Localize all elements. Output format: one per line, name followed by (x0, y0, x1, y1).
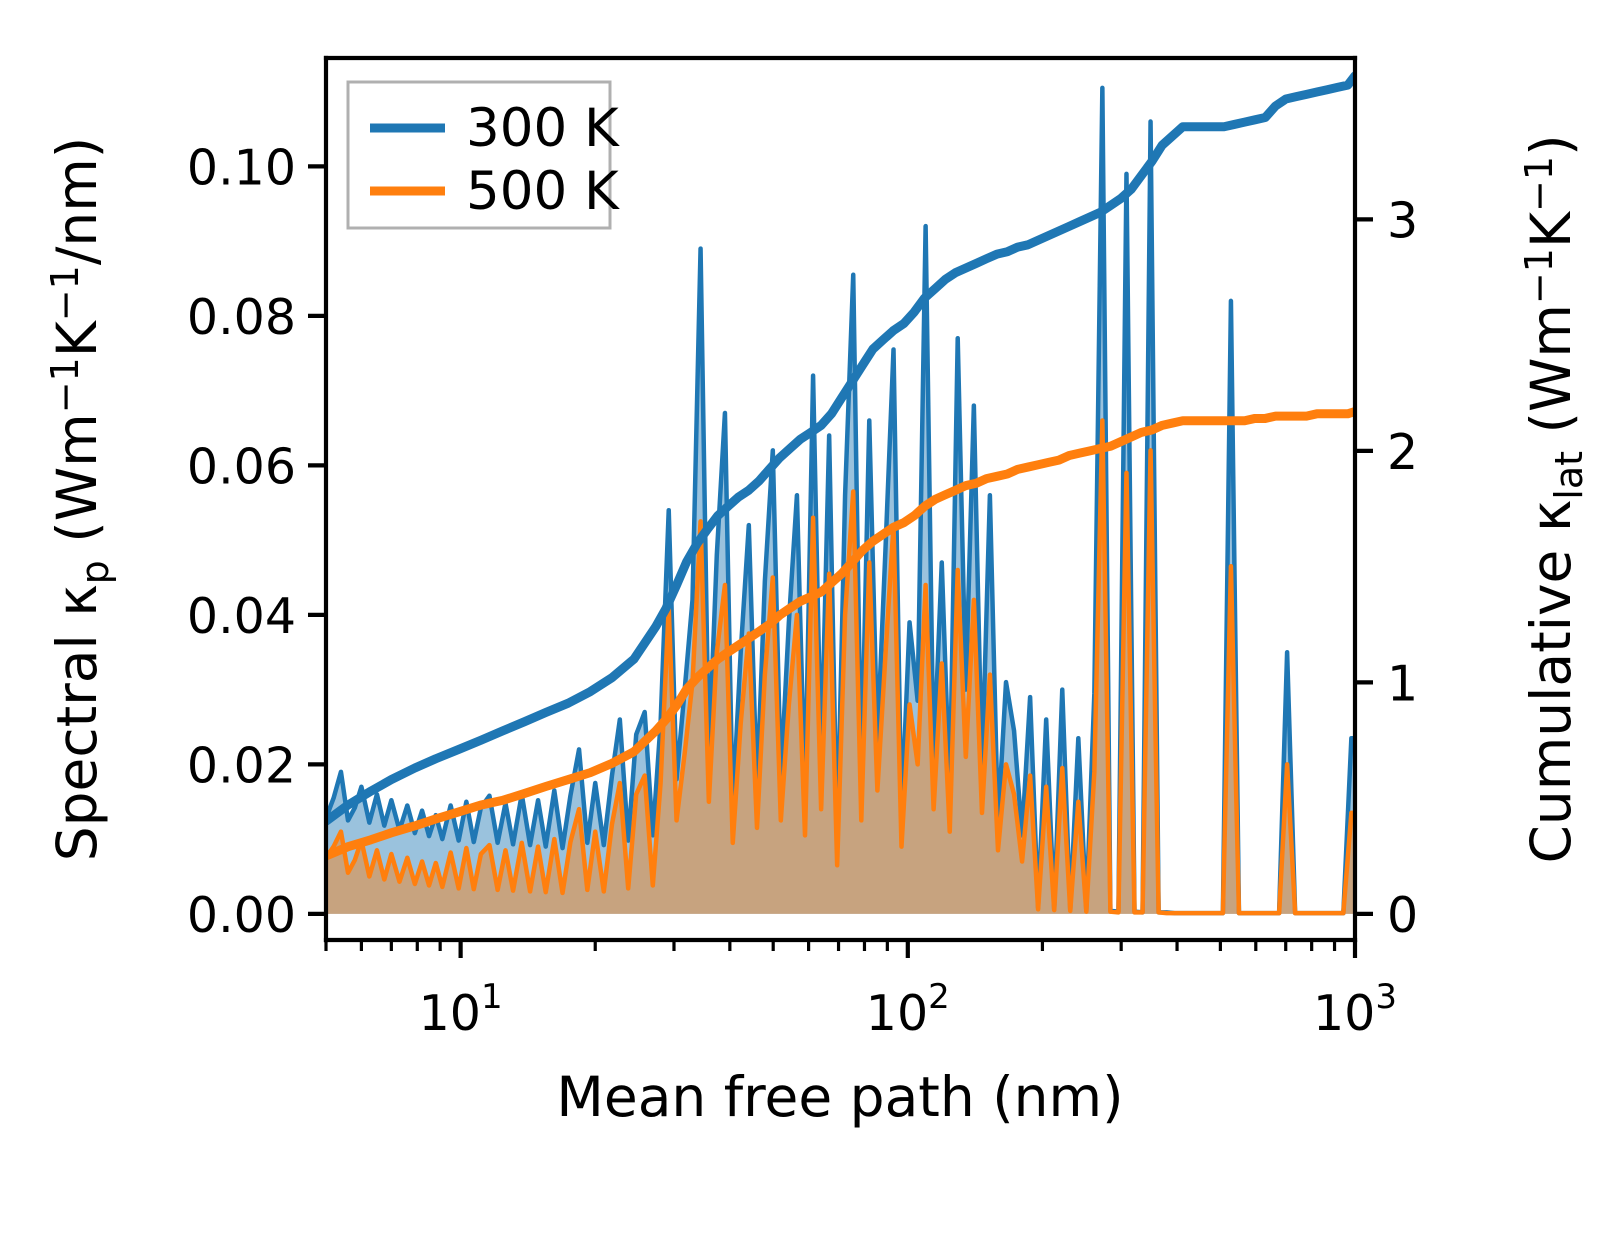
axis-ticks-layer (308, 164, 1373, 958)
y-right-ticklabel: 1 (1387, 655, 1418, 712)
spectral-line (326, 418, 1355, 916)
ylabel-right-sub: lat (1547, 451, 1591, 500)
x-ticklabel: 101 (419, 977, 503, 1042)
ylabel-left-kappa: κ (45, 584, 109, 616)
y-axis-right-label: Cumulative κlat (Wm−1K−1) (1517, 134, 1591, 863)
ylabel-right-open: (Wm (1519, 304, 1583, 451)
ylabel-left-pre: Spectral (45, 617, 109, 862)
legend-label-500k: 500 K (466, 161, 620, 222)
x-ticklabel: 102 (866, 977, 950, 1042)
y-left-ticklabel: 0.04 (187, 588, 296, 645)
axes-spines (323, 55, 1358, 943)
ylabel-left-sup2: −1 (43, 265, 87, 321)
y-axis-left-label: Spectral κp (Wm−1K−1/nm) (43, 137, 117, 862)
legend[interactable]: 300 K 500 K (346, 80, 620, 230)
y-left-ticklabel: 0.02 (187, 737, 296, 794)
y-left-ticklabel: 0.10 (187, 139, 296, 196)
y-right-ticklabel: 3 (1387, 192, 1418, 249)
ylabel-left-close: /nm) (45, 137, 109, 265)
y-right-ticklabel: 2 (1387, 424, 1418, 481)
ylabel-right-pre: Cumulative (1519, 532, 1583, 863)
spectral-series-spectral-κp-500-k (326, 418, 1355, 916)
legend-item-300k[interactable]: 300 K (370, 98, 620, 159)
legend-label-300k: 300 K (466, 98, 620, 159)
y-left-ticklabel: 0.06 (187, 438, 296, 495)
svg-text:Cumulative κlat (Wm−1K−1): Cumulative κlat (Wm−1K−1) (1517, 134, 1591, 863)
legend-box (346, 80, 612, 230)
x-axis-label: Mean free path (nm) (556, 1065, 1123, 1129)
ylabel-right-k: K (1519, 210, 1583, 248)
axis-ticklabels-layer: 101 102 103 0.00 0.02 0.04 0.06 0.08 0.10 0 1 2 3 (187, 139, 1418, 1042)
cumulative-line-cumulative-κlat-500-k (326, 406, 1355, 861)
cumulative-line-cumulative-κlat-300-k (326, 71, 1355, 826)
ylabel-right-kappa: κ (1519, 500, 1583, 532)
x-ticklabel: 103 (1313, 977, 1397, 1042)
ylabel-right-close: ) (1519, 134, 1583, 155)
ylabel-left-k: K (45, 319, 109, 357)
ylabel-right-sup2: −1 (1517, 156, 1561, 212)
spectral-fill (326, 420, 1355, 914)
y-left-ticklabel: 0.00 (187, 887, 296, 944)
ylabel-left-sub: p (73, 560, 117, 584)
ylabel-left-sup1: −1 (43, 357, 87, 413)
ylabel-right-sup1: −1 (1517, 248, 1561, 304)
y-right-ticklabel: 0 (1387, 887, 1418, 944)
svg-text:Spectral κp (Wm−1K−1/nm): Spectral κp (Wm−1K−1/nm) (43, 137, 117, 862)
ylabel-left-open: (Wm (45, 413, 109, 560)
data-series-layer (326, 71, 1355, 916)
y-left-ticklabel: 0.08 (187, 289, 296, 346)
legend-item-500k[interactable]: 500 K (370, 161, 620, 222)
